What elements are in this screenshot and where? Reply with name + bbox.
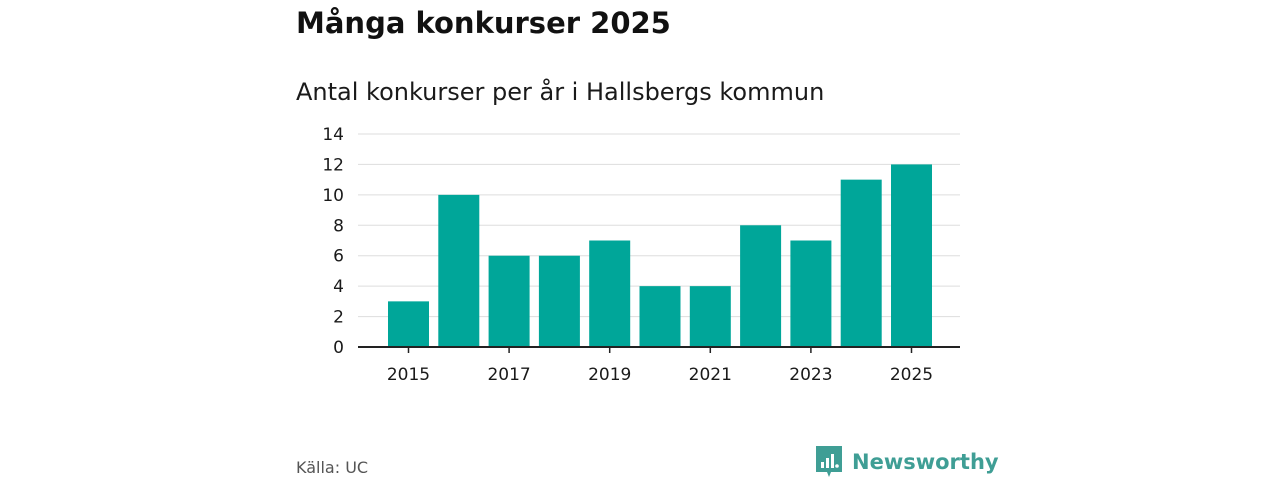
bar-2022 — [740, 225, 782, 347]
brand-name: Newsworthy — [852, 450, 999, 474]
brand-logo: Newsworthy — [816, 445, 999, 479]
y-tick-label: 12 — [322, 155, 344, 175]
x-tick-label: 2015 — [387, 365, 430, 385]
y-tick-labels: 0 2 4 6 8 10 12 14 — [322, 125, 344, 358]
x-tick-label: 2019 — [588, 365, 631, 385]
y-tick-label: 8 — [333, 216, 344, 236]
bar-2020 — [639, 286, 681, 347]
bar-2017 — [488, 255, 530, 347]
y-tick-label: 6 — [333, 247, 344, 267]
chart-subtitle: Antal konkurser per år i Hallsbergs komm… — [296, 78, 825, 106]
bar-2025 — [891, 164, 932, 347]
bar-2021 — [689, 286, 731, 347]
chart-title: Många konkurser 2025 — [296, 6, 671, 40]
y-tick-label: 4 — [333, 277, 344, 297]
newsworthy-logo-icon — [816, 446, 842, 477]
x-tick-label: 2025 — [890, 365, 933, 385]
bar-2023 — [790, 240, 832, 347]
x-tick-label: 2017 — [487, 365, 530, 385]
bar-2016 — [438, 194, 480, 347]
y-tick-label: 14 — [322, 125, 344, 145]
x-tick-label: 2023 — [789, 365, 832, 385]
y-tick-label: 2 — [333, 308, 344, 328]
bar-2015 — [388, 301, 429, 347]
x-tick-label: 2021 — [689, 365, 732, 385]
source-note: Källa: UC — [296, 458, 369, 477]
bar-2024 — [840, 179, 882, 347]
bars — [388, 164, 932, 347]
x-tick-labels: 2015 2017 2019 2021 2023 2025 — [387, 347, 933, 385]
bar-2018 — [538, 255, 580, 347]
y-tick-label: 0 — [333, 338, 344, 358]
bar-2019 — [589, 240, 631, 347]
y-tick-label: 10 — [322, 186, 344, 206]
